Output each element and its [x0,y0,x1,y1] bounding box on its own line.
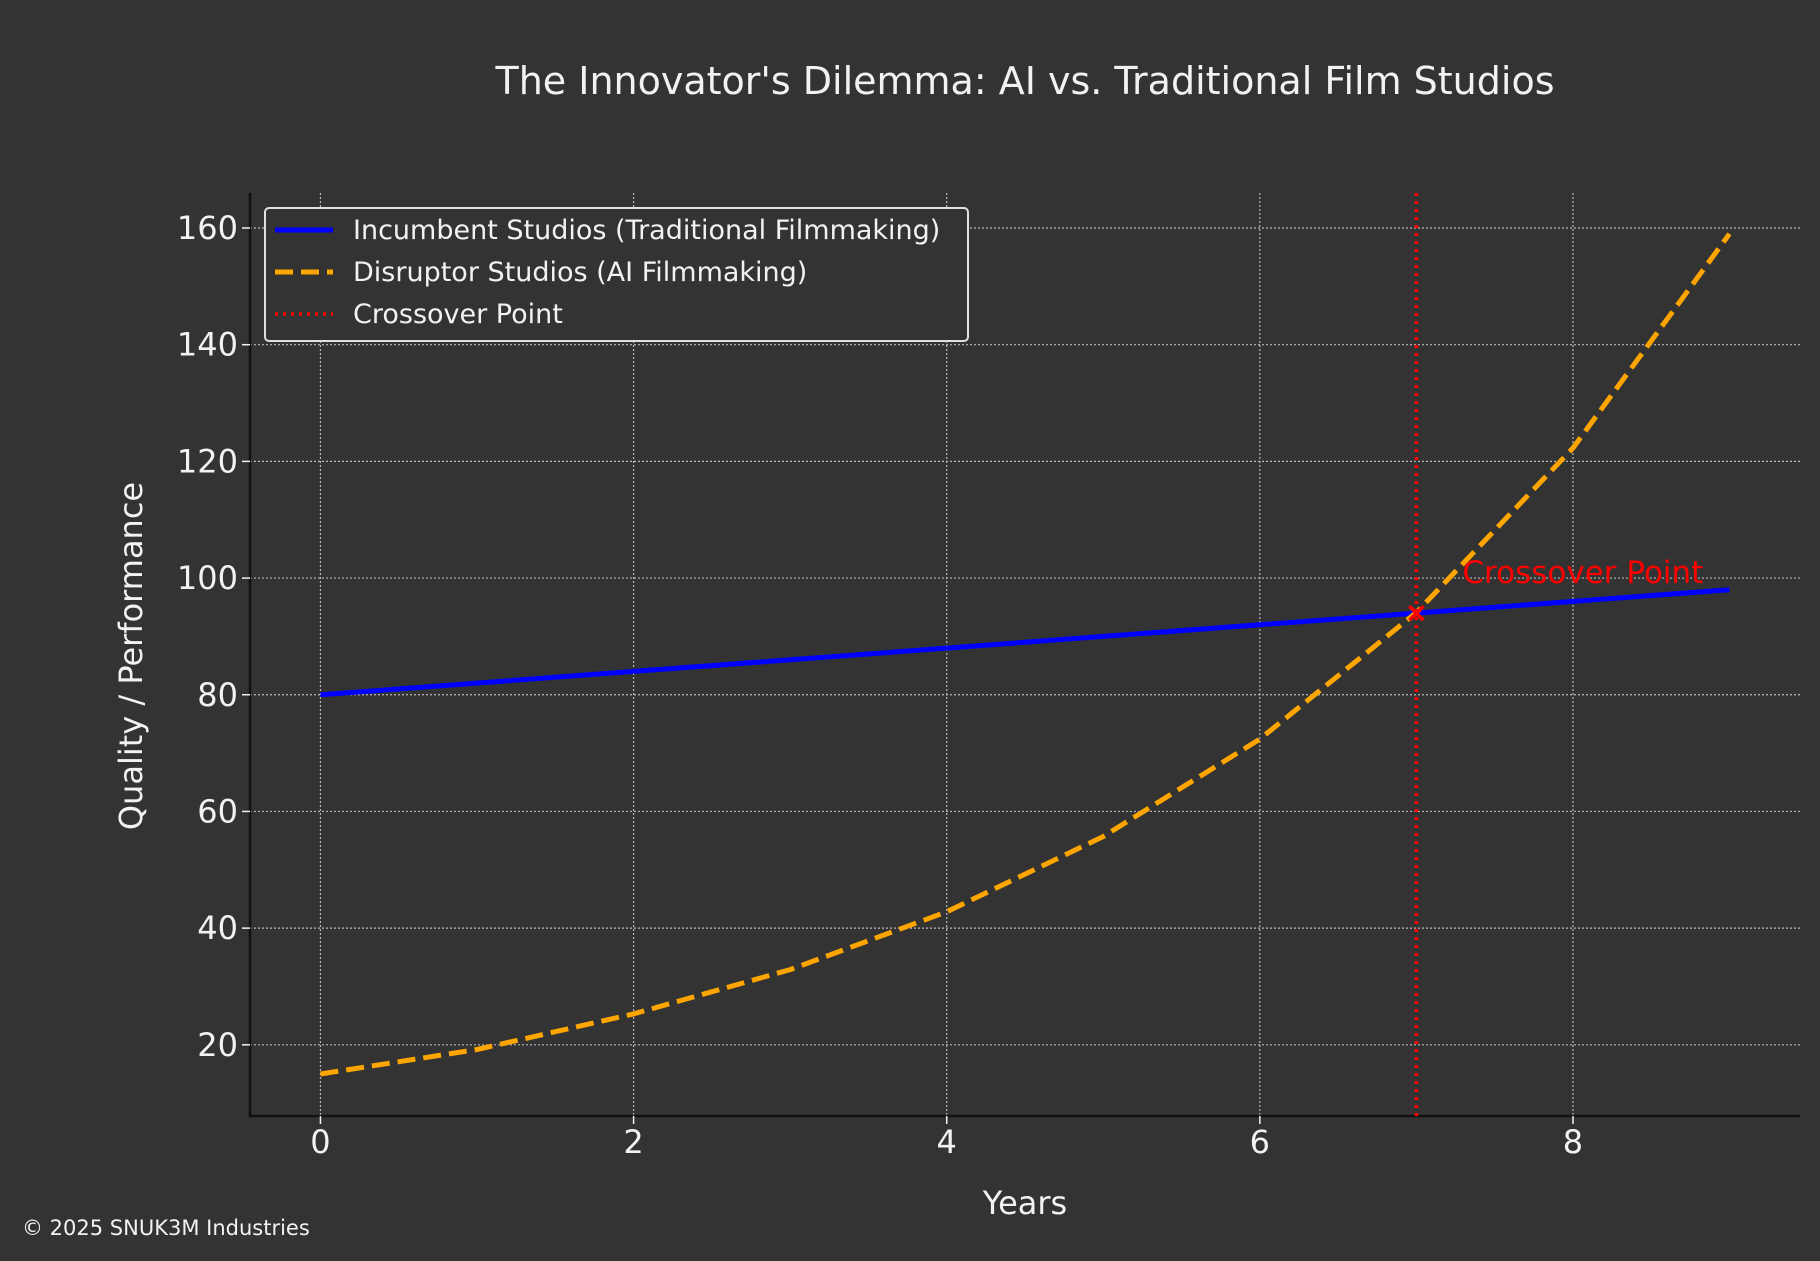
y-tick-label: 100 [177,559,238,597]
grid [250,193,1800,1116]
x-tick-label: 0 [310,1123,330,1161]
y-ticks: 20 40 60 80 100 120 140 160 [177,209,250,1064]
series-layer [320,232,1732,1077]
axes [248,193,1800,1118]
x-tick-label: 2 [623,1123,643,1161]
crossover-marker [1408,604,1425,622]
x-tick-label: 8 [1563,1123,1583,1161]
x-axis-label: Years [982,1184,1067,1222]
legend-label: Disruptor Studios (AI Filmmaking) [353,257,807,288]
chart-title: The Innovator's Dilemma: AI vs. Traditio… [495,59,1555,103]
x-tick-label: 6 [1250,1123,1270,1161]
legend-box [264,207,969,342]
y-tick-label: 40 [197,909,238,947]
y-tick-label: 140 [177,326,238,364]
legend: Incumbent Studios (Traditional Filmmakin… [264,207,969,342]
y-tick-label: 20 [197,1026,238,1064]
series-line-1 [320,232,1732,1077]
copyright-text: © 2025 SNUK3M Industries [22,1216,310,1240]
legend-label: Crossover Point [353,299,563,330]
x-ticks: 0 2 4 6 8 [310,1116,1583,1161]
x-tick-label: 4 [937,1123,957,1161]
crossover-layer: Crossover Point [1408,193,1703,1116]
legend-label: Incumbent Studios (Traditional Filmmakin… [353,215,940,246]
y-axis-label: Quality / Performance [112,482,150,830]
series-line-0 [320,587,1730,698]
crossover-annotation: Crossover Point [1462,555,1703,591]
y-tick-label: 60 [197,792,238,830]
y-tick-label: 80 [197,676,238,714]
y-tick-label: 120 [177,442,238,480]
y-tick-label: 160 [177,209,238,247]
